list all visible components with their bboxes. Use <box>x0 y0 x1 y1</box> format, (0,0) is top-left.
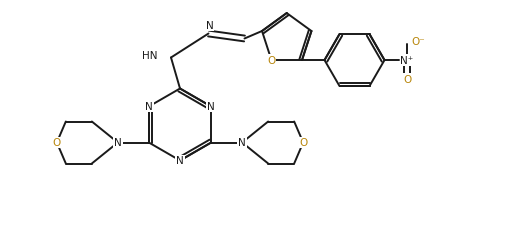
Text: N: N <box>176 156 184 166</box>
Text: O: O <box>53 138 61 148</box>
Text: O⁻: O⁻ <box>411 37 425 47</box>
Text: N: N <box>145 102 153 112</box>
Text: N: N <box>238 138 246 148</box>
Text: O: O <box>267 56 276 66</box>
Text: HN: HN <box>141 51 157 61</box>
Text: N: N <box>207 102 215 112</box>
Text: O: O <box>403 75 411 85</box>
Text: N⁺: N⁺ <box>400 56 414 66</box>
Text: O: O <box>299 138 308 148</box>
Text: N: N <box>206 21 214 31</box>
Text: N: N <box>114 138 122 148</box>
